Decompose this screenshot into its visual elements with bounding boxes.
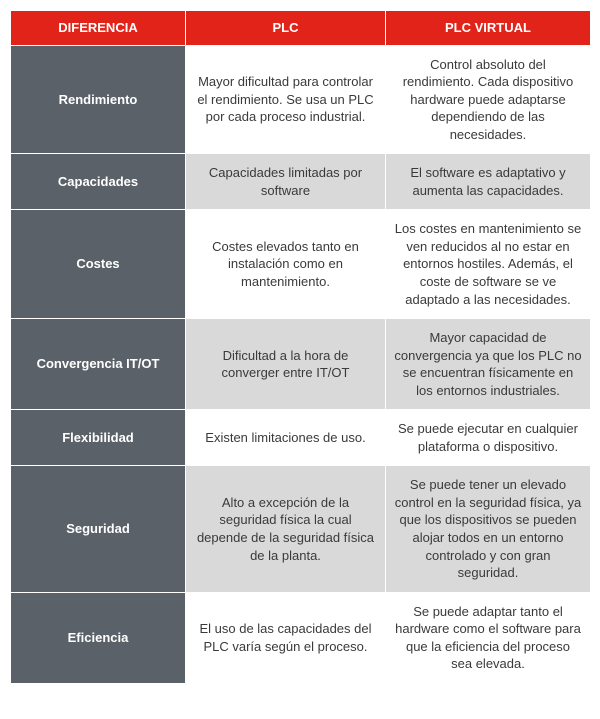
row-header: Flexibilidad bbox=[11, 410, 186, 466]
cell-plc: Dificultad a la hora de converger entre … bbox=[186, 319, 386, 410]
col-header-diff: DIFERENCIA bbox=[11, 11, 186, 46]
cell-vplc: Mayor capacidad de convergencia ya que l… bbox=[386, 319, 591, 410]
header-row: DIFERENCIA PLC PLC VIRTUAL bbox=[11, 11, 591, 46]
table-row: FlexibilidadExisten limitaciones de uso.… bbox=[11, 410, 591, 466]
cell-plc: Mayor dificultad para controlar el rendi… bbox=[186, 45, 386, 154]
table-head: DIFERENCIA PLC PLC VIRTUAL bbox=[11, 11, 591, 46]
comparison-table: DIFERENCIA PLC PLC VIRTUAL RendimientoMa… bbox=[10, 10, 591, 684]
cell-vplc: Se puede adaptar tanto el hardware como … bbox=[386, 592, 591, 683]
cell-vplc: Se puede ejecutar en cualquier plataform… bbox=[386, 410, 591, 466]
row-header: Seguridad bbox=[11, 466, 186, 592]
col-header-plc: PLC bbox=[186, 11, 386, 46]
cell-vplc: Se puede tener un elevado control en la … bbox=[386, 466, 591, 592]
cell-vplc: Los costes en mantenimiento se ven reduc… bbox=[386, 210, 591, 319]
table-row: CapacidadesCapacidades limitadas por sof… bbox=[11, 154, 591, 210]
col-header-vplc: PLC VIRTUAL bbox=[386, 11, 591, 46]
cell-plc: Costes elevados tanto en instalación com… bbox=[186, 210, 386, 319]
row-header: Costes bbox=[11, 210, 186, 319]
table-row: EficienciaEl uso de las capacidades del … bbox=[11, 592, 591, 683]
cell-plc: Existen limitaciones de uso. bbox=[186, 410, 386, 466]
cell-plc: Capacidades limitadas por software bbox=[186, 154, 386, 210]
table-row: RendimientoMayor dificultad para control… bbox=[11, 45, 591, 154]
row-header: Rendimiento bbox=[11, 45, 186, 154]
cell-plc: Alto a excepción de la seguridad física … bbox=[186, 466, 386, 592]
table-row: SeguridadAlto a excepción de la segurida… bbox=[11, 466, 591, 592]
cell-plc: El uso de las capacidades del PLC varía … bbox=[186, 592, 386, 683]
table-row: CostesCostes elevados tanto en instalaci… bbox=[11, 210, 591, 319]
row-header: Capacidades bbox=[11, 154, 186, 210]
table-body: RendimientoMayor dificultad para control… bbox=[11, 45, 591, 683]
table-row: Convergencia IT/OTDificultad a la hora d… bbox=[11, 319, 591, 410]
cell-vplc: El software es adaptativo y aumenta las … bbox=[386, 154, 591, 210]
row-header: Eficiencia bbox=[11, 592, 186, 683]
row-header: Convergencia IT/OT bbox=[11, 319, 186, 410]
cell-vplc: Control absoluto del rendimiento. Cada d… bbox=[386, 45, 591, 154]
